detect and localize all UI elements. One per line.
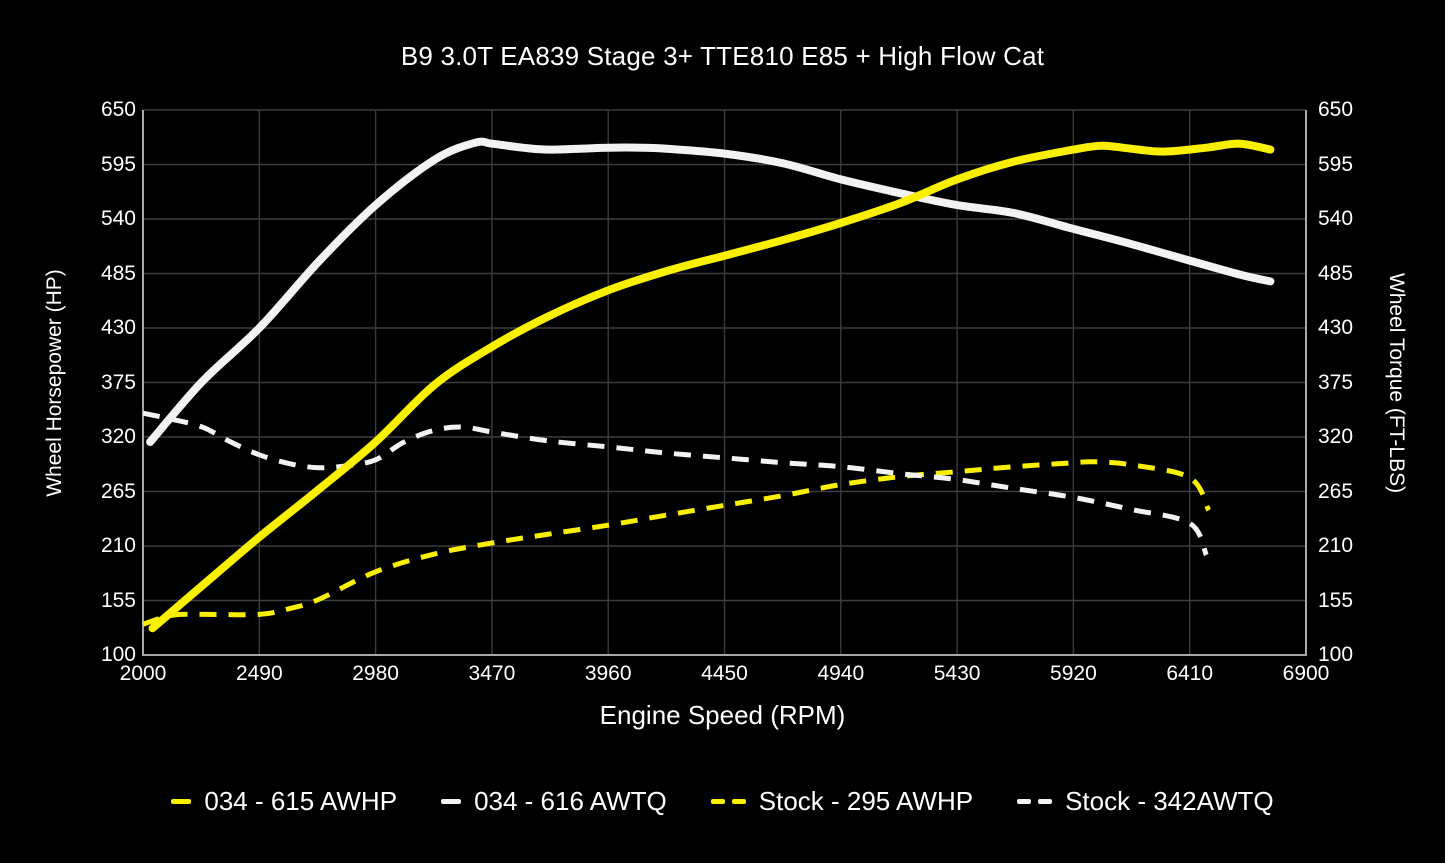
y-tick-label-right: 430 [1318, 316, 1354, 339]
legend-solid-line-icon [441, 799, 462, 804]
x-tick-label: 5920 [1050, 662, 1097, 685]
y-tick-label-left: 430 [100, 316, 136, 339]
y-tick-label-left: 320 [100, 425, 136, 448]
y-tick-label-left: 265 [100, 479, 136, 503]
x-tick-label: 6410 [1166, 662, 1214, 685]
series-line-034-615-awhp [148, 139, 1275, 633]
y-tick-label-right: 265 [1318, 479, 1354, 503]
series-line-stock-295-awhp [142, 459, 1211, 627]
y-tick-label-left: 375 [100, 370, 136, 394]
y-tick-label-right: 540 [1318, 207, 1354, 230]
y-tick-label-right: 650 [1318, 98, 1354, 121]
legend-dashed-line-icon [1017, 799, 1053, 804]
y-tick-label-right: 485 [1318, 261, 1354, 285]
y-tick-label-left: 210 [100, 534, 136, 557]
y-tick-label-right: 320 [1318, 425, 1354, 448]
y-tick-label-left: 485 [100, 261, 136, 285]
legend-dashed-line-icon [710, 799, 746, 804]
x-tick-label: 4940 [817, 662, 865, 685]
series-line-stock-342awtq [142, 410, 1209, 557]
x-tick-label: 6900 [1282, 662, 1330, 685]
legend-label: Stock - 295 AWHP [758, 786, 974, 816]
y-tick-label-left: 595 [100, 152, 136, 176]
legend-item-034-615-awhp: 034 - 615 AWHP [171, 786, 397, 817]
x-tick-label: 2490 [235, 662, 283, 685]
y-tick-label-left: 540 [100, 207, 136, 230]
y-tick-label-right: 100 [1318, 643, 1354, 666]
series-line-034-616-awtq [146, 137, 1275, 446]
legend: 034 - 615 AWHP 034 - 616 AWTQ Stock - 295 … [0, 786, 1445, 817]
x-tick-label: 5430 [933, 662, 981, 685]
legend-label: 034 - 616 AWTQ [474, 786, 667, 816]
x-tick-label: 3470 [468, 662, 516, 685]
legend-item-034-616-awtq: 034 - 616 AWTQ [441, 786, 667, 817]
y-tick-label-left: 100 [100, 643, 136, 666]
y-tick-label-left: 155 [100, 588, 136, 612]
x-tick-label: 3960 [584, 662, 632, 685]
legend-label: 034 - 615 AWHP [204, 786, 398, 816]
legend-solid-line-icon [171, 799, 192, 804]
x-tick-label: 2000 [119, 662, 167, 685]
legend-item-stock-342awtq: Stock - 342AWTQ [1017, 786, 1274, 817]
y-tick-label-left: 650 [100, 98, 136, 121]
legend-item-stock-295-awhp: Stock - 295 AWHP [710, 786, 974, 817]
y-tick-label-right: 210 [1318, 534, 1354, 557]
y-tick-label-right: 375 [1318, 370, 1354, 394]
chart-title: B9 3.0T EA839 Stage 3+ TTE810 E85 + High… [400, 41, 1045, 71]
legend-label: Stock - 342AWTQ [1065, 786, 1274, 816]
x-tick-label: 2980 [352, 662, 399, 685]
y-tick-label-right: 155 [1318, 588, 1354, 612]
x-tick-label: 4450 [701, 662, 748, 685]
y-tick-label-right: 595 [1318, 152, 1354, 176]
x-axis-label: Engine Speed (RPM) [599, 700, 846, 730]
